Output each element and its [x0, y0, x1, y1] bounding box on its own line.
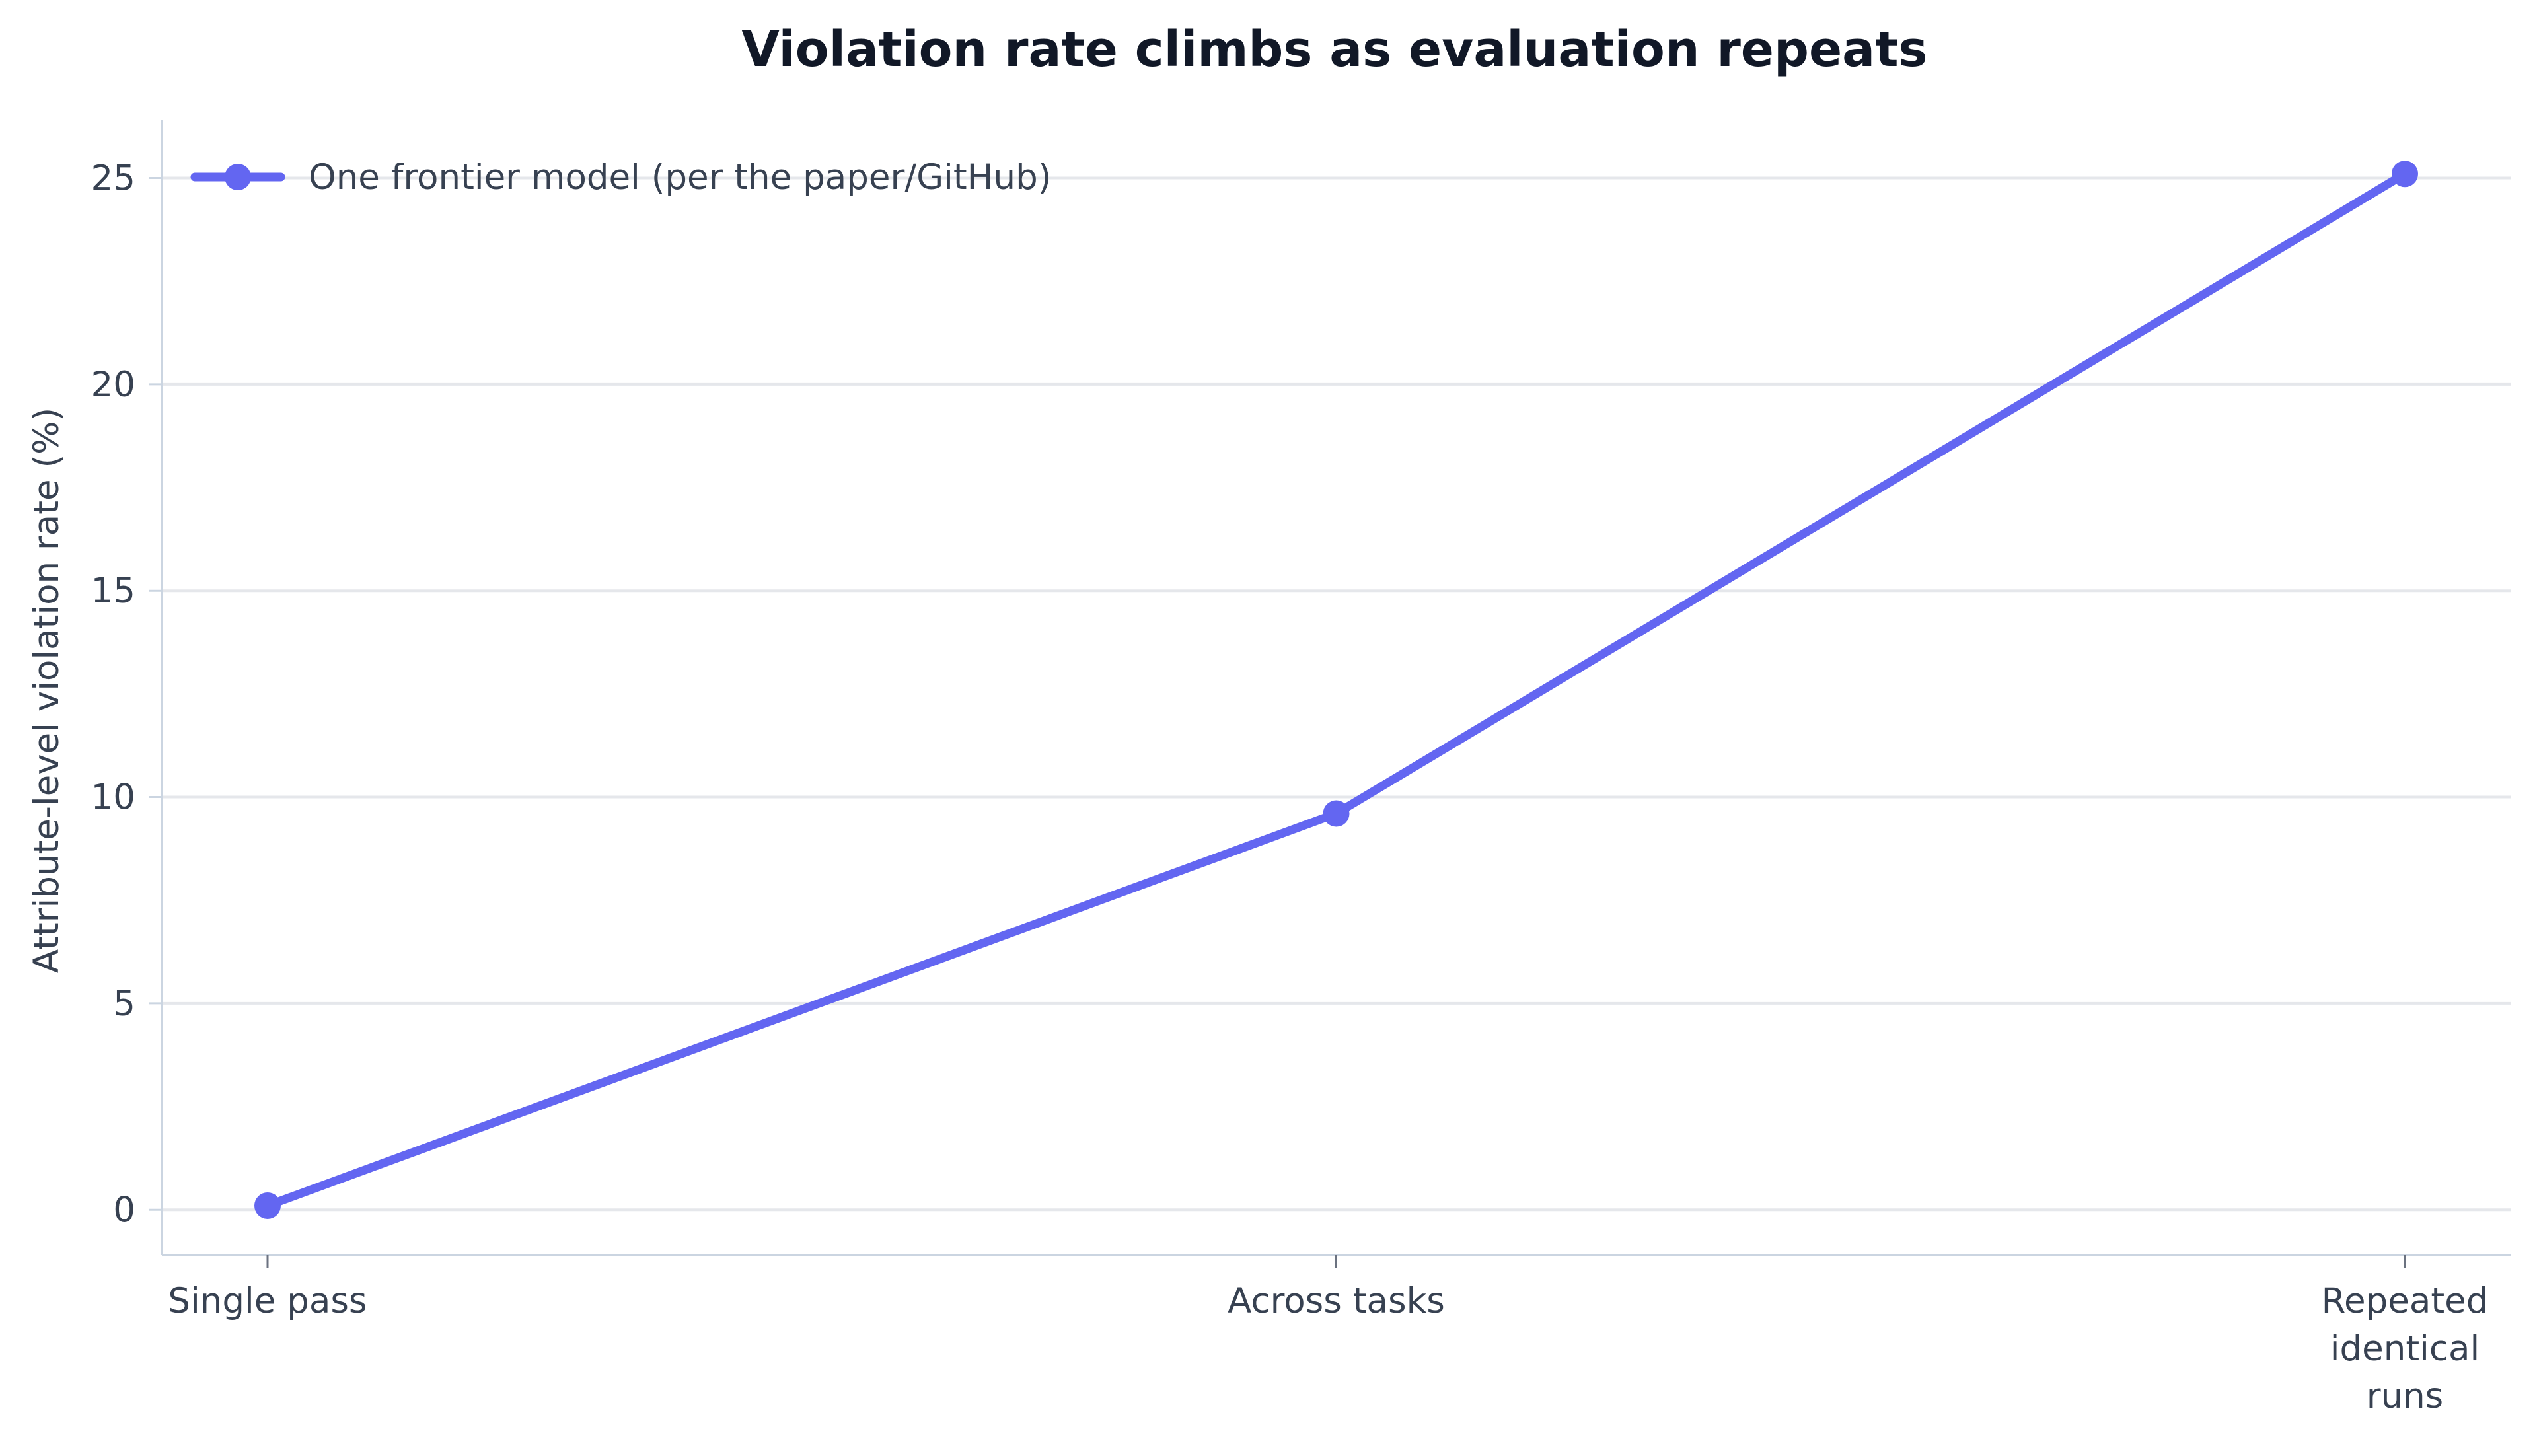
y-tick-label: 20 [91, 365, 135, 405]
y-tick-label: 5 [113, 984, 135, 1024]
x-tick-label: Repeated identical runs [2322, 1281, 2489, 1416]
gridlines [162, 176, 2511, 1212]
y-tick-label: 0 [113, 1190, 135, 1230]
y-tick-label: 10 [91, 778, 135, 818]
tick-labels: 0 5 10 15 20 25 Single pass Across tasks Repeate… [91, 158, 2489, 1416]
x-tick-label: Across tasks [1228, 1281, 1445, 1321]
axes [149, 120, 2511, 1268]
data-point [2392, 161, 2418, 188]
chart-title: Violation rate climbs as evaluation repe… [741, 21, 1927, 78]
x-tick-label: Single pass [168, 1281, 367, 1321]
legend: One frontier model (per the paper/GitHub… [190, 157, 1051, 198]
y-axis-label: Attribute-level violation rate (%) [26, 408, 67, 973]
y-tick-label: 15 [91, 571, 135, 611]
series-layer [254, 161, 2418, 1219]
y-tick-label: 25 [91, 158, 135, 198]
legend-swatch-marker [225, 164, 251, 190]
data-point [254, 1192, 281, 1219]
data-point [1323, 800, 1350, 827]
legend-label: One frontier model (per the paper/GitHub… [309, 157, 1051, 198]
series-line [263, 169, 2409, 1210]
